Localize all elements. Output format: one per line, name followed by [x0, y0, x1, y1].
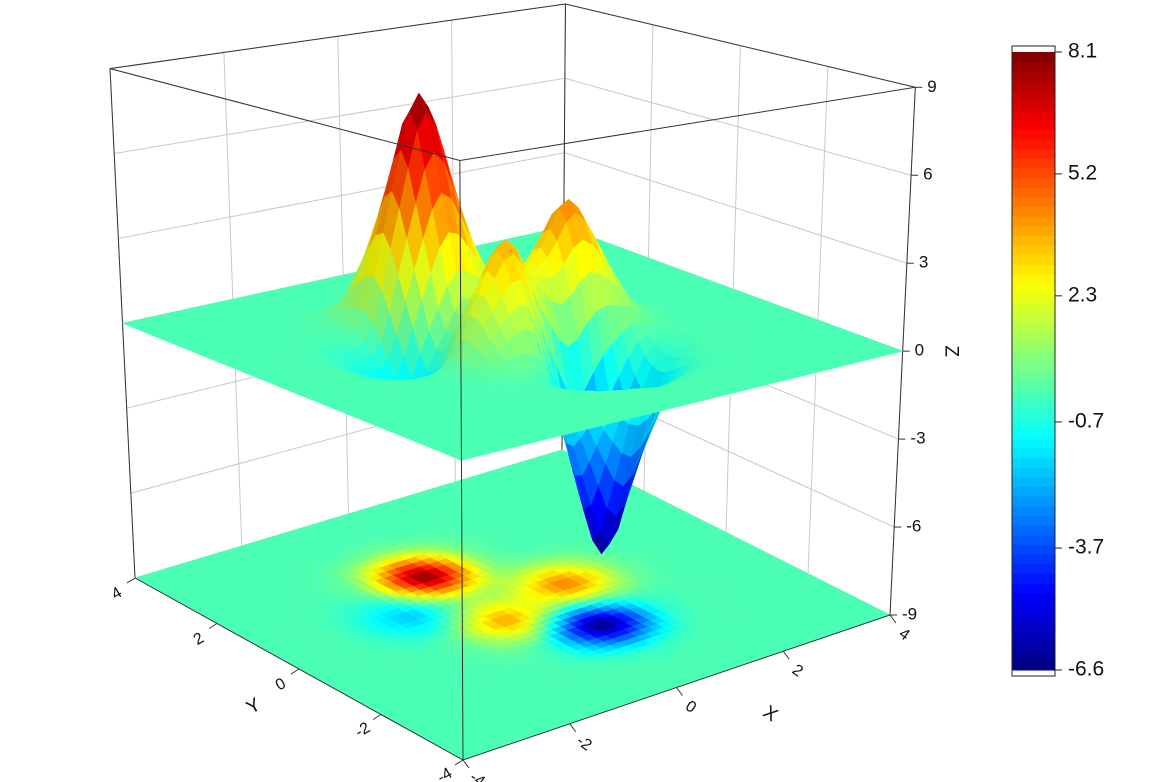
colorbar-swatch — [1012, 534, 1055, 545]
colorbar-swatch — [1012, 447, 1055, 459]
colorbar-swatch — [1012, 361, 1055, 372]
z-tick-label: -3 — [910, 429, 925, 448]
colorbar-swatch — [1012, 563, 1055, 574]
colorbar-swatch — [1012, 167, 1055, 179]
z-tick-label: 6 — [923, 165, 932, 184]
colorbar-swatch — [1012, 389, 1055, 401]
z-tick-label: -9 — [902, 604, 917, 623]
colorbar-swatch — [1012, 370, 1055, 381]
colorbar-swatch — [1012, 583, 1055, 594]
colorbar-swatch — [1012, 399, 1055, 410]
z-tick-label: 0 — [915, 341, 924, 360]
colorbar-swatch — [1012, 525, 1055, 536]
colorbar-swatch — [1012, 100, 1055, 111]
colorbar-swatch — [1012, 303, 1055, 314]
colorbar-swatch — [1012, 351, 1055, 362]
colorbar-swatch — [1012, 631, 1055, 642]
colorbar-swatch — [1012, 650, 1055, 661]
colorbar-swatch — [1012, 187, 1055, 198]
colorbar-tick-label: 5.2 — [1068, 161, 1097, 184]
colorbar-swatch — [1012, 61, 1055, 72]
colorbar-swatch — [1012, 505, 1055, 516]
colorbar-tick-label: -3.7 — [1068, 536, 1104, 559]
colorbar-swatch — [1012, 322, 1055, 333]
colorbar-swatch — [1012, 312, 1055, 323]
colorbar-swatch — [1012, 554, 1055, 565]
colorbar-swatch — [1012, 660, 1055, 671]
colorbar-tick-label: -0.7 — [1068, 410, 1104, 433]
colorbar-swatch — [1012, 80, 1055, 92]
colorbar-swatch — [1012, 467, 1055, 478]
colorbar-swatch — [1012, 158, 1055, 169]
colorbar-swatch — [1012, 602, 1055, 613]
z-axis-title: Z — [941, 345, 962, 357]
z-tick-label: -6 — [906, 517, 921, 536]
colorbar-swatch — [1012, 515, 1055, 526]
colorbar-swatch — [1012, 109, 1055, 121]
colorbar-swatch — [1012, 476, 1055, 488]
colorbar-swatch — [1012, 438, 1055, 449]
colorbar-swatch — [1012, 196, 1055, 207]
colorbar-swatch — [1012, 612, 1055, 623]
colorbar-swatch — [1012, 496, 1055, 507]
colorbar-swatch — [1012, 138, 1055, 150]
colorbar-swatch — [1012, 486, 1055, 497]
z-tick-label: 3 — [919, 253, 928, 272]
colorbar-swatch — [1012, 119, 1055, 130]
colorbar-swatch — [1012, 52, 1055, 63]
colorbar-swatch — [1012, 428, 1055, 439]
floor-projection — [134, 449, 891, 761]
colorbar-swatch — [1012, 418, 1055, 430]
colorbar-swatch — [1012, 544, 1055, 555]
colorbar-swatch — [1012, 283, 1055, 294]
colorbar-swatch — [1012, 264, 1055, 275]
colorbar-swatch — [1012, 177, 1055, 188]
colorbar-swatch — [1012, 216, 1055, 227]
colorbar-swatch — [1012, 621, 1055, 632]
colorbar-swatch — [1012, 71, 1055, 82]
colorbar-swatch — [1012, 245, 1055, 256]
colorbar-swatch — [1012, 341, 1055, 352]
colorbar-tick-label: 2.3 — [1068, 283, 1097, 306]
colorbar-tick-label: 8.1 — [1068, 40, 1097, 63]
colorbar-swatch — [1012, 293, 1055, 304]
colorbar-swatch — [1012, 457, 1055, 468]
colorbar-swatch — [1012, 641, 1055, 652]
colorbar-swatch — [1012, 592, 1055, 603]
colorbar-swatch — [1012, 573, 1055, 584]
z-tick-label: 9 — [927, 77, 936, 96]
colorbar-swatch — [1012, 148, 1055, 159]
colorbar-swatch — [1012, 225, 1055, 236]
colorbar-swatch — [1012, 380, 1055, 391]
colorbar-swatch — [1012, 274, 1055, 285]
colorbar-swatch — [1012, 129, 1055, 140]
colorbar-swatch — [1012, 206, 1055, 217]
colorbar-swatch — [1012, 254, 1055, 265]
colorbar-swatch — [1012, 90, 1055, 101]
colorbar-tick-label: -6.6 — [1068, 658, 1104, 681]
colorbar-swatch — [1012, 332, 1055, 343]
colorbar-swatch — [1012, 235, 1055, 246]
colorbar-swatch — [1012, 409, 1055, 420]
